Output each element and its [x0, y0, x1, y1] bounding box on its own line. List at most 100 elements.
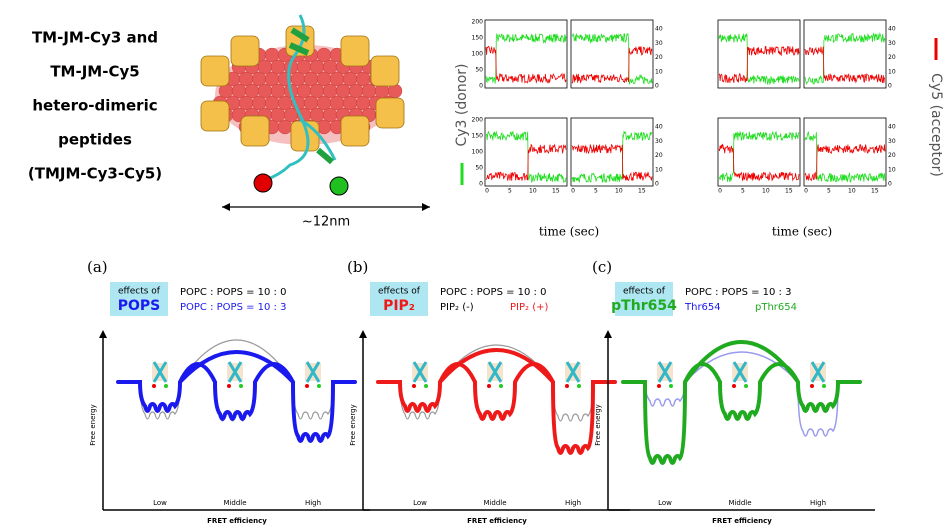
trace	[718, 33, 800, 86]
y2-tick-label: 20	[888, 152, 896, 159]
helix	[240, 115, 270, 147]
trace	[718, 130, 800, 183]
helix	[200, 55, 230, 87]
trace	[571, 130, 653, 184]
state-label: Low	[413, 499, 427, 507]
cy5-dot	[253, 173, 273, 193]
y-tick-label: 100	[472, 51, 484, 58]
dye	[744, 384, 748, 388]
x-tick-label: 10	[615, 188, 623, 195]
y-tick-label: 50	[475, 67, 483, 74]
trace-frame	[803, 117, 887, 187]
x-axis-label: time (sec)	[539, 225, 599, 239]
trace	[571, 45, 653, 84]
y-tick-label: 100	[472, 149, 484, 156]
construct-label: TM-JM-Cy3 and TM-JM-Cy5 hetero-dimeric pept…	[28, 29, 162, 183]
trace	[804, 131, 886, 183]
state-label: High	[810, 499, 826, 507]
dye	[317, 384, 321, 388]
helix	[370, 55, 400, 87]
y2-tick-label: 10	[655, 68, 663, 75]
y2-tick-label: 30	[655, 40, 663, 47]
legend-entry: POPC : POPS = 10 : 0	[180, 287, 286, 298]
x-axis-label: FRET efficiency	[207, 517, 267, 525]
effect-prefix: effects of	[623, 287, 666, 297]
membrane-illustration	[200, 14, 405, 196]
helix	[200, 100, 230, 132]
protein-helix	[487, 361, 503, 383]
y2-tick-label: 40	[888, 124, 896, 131]
dye	[152, 384, 156, 388]
y2-tick-label: 0	[888, 83, 892, 90]
y2-tick-label: 0	[655, 181, 659, 188]
peptide	[264, 14, 337, 182]
x-tick-label: 15	[785, 188, 793, 195]
y2-tick-label: 10	[888, 166, 896, 173]
effect-name: POPS	[118, 298, 161, 314]
trace	[571, 32, 653, 86]
construct-line: (TMJM-Cy3-Cy5)	[28, 165, 162, 183]
dye	[239, 384, 243, 388]
x-tick-label: 0	[485, 188, 489, 195]
trace-frame	[484, 19, 568, 89]
protein-helix	[152, 361, 168, 383]
y-axis-label: Free energy	[349, 404, 357, 445]
legend-entry: POPC : POPS = 10 : 3	[685, 287, 791, 298]
trace	[485, 143, 567, 181]
y2-tick-label: 20	[888, 54, 896, 61]
x-tick-label: 5	[508, 188, 512, 195]
trace	[804, 46, 886, 84]
construct-line: TM-JM-Cy5	[50, 63, 139, 81]
y2-tick-label: 30	[888, 138, 896, 145]
effect-name: PIP₂	[383, 298, 415, 314]
helix	[230, 35, 260, 67]
x-tick-label: 0	[718, 188, 722, 195]
x-tick-label: 15	[871, 188, 879, 195]
state-label: Middle	[483, 499, 506, 507]
x-tick-label: 0	[571, 188, 575, 195]
trace	[718, 45, 800, 83]
panel-letter: (b)	[347, 258, 368, 276]
legend-entry: PIP₂ (-)	[440, 302, 474, 313]
state-label: Middle	[223, 499, 246, 507]
protein-helix	[305, 361, 321, 383]
y-arrow	[604, 330, 612, 338]
state-label: Low	[658, 499, 672, 507]
lipid	[277, 119, 293, 135]
energy-landscape	[621, 340, 862, 465]
dye	[305, 384, 309, 388]
dye	[577, 384, 581, 388]
state-label: High	[565, 499, 581, 507]
state-label: Middle	[728, 499, 751, 507]
dye	[499, 384, 503, 388]
legend-entry: POPC : POPS = 10 : 0	[440, 287, 546, 298]
trace	[571, 143, 653, 182]
y2-tick-label: 40	[888, 26, 896, 33]
dye	[669, 384, 673, 388]
state-label: High	[305, 499, 321, 507]
y-arrow	[359, 330, 367, 338]
effect-box	[110, 282, 168, 316]
panel-letter: (c)	[592, 258, 612, 276]
dye	[810, 384, 814, 388]
y2-tick-label: 10	[655, 166, 663, 173]
trace	[804, 144, 886, 182]
y-tick-label: 150	[472, 133, 484, 140]
x-tick-label: 10	[529, 188, 537, 195]
energy-landscape	[116, 350, 357, 443]
protein-helix	[732, 361, 748, 383]
protein-helix	[657, 361, 673, 383]
construct-line: TM-JM-Cy3 and	[32, 29, 158, 47]
protein-helix	[412, 361, 428, 383]
legend-entry: pThr654	[755, 302, 797, 313]
y-arrow	[99, 330, 107, 338]
dye	[487, 384, 491, 388]
construct-line: peptides	[58, 131, 132, 149]
y2-tick-label: 20	[655, 152, 663, 159]
effect-prefix: effects of	[118, 287, 161, 297]
dye	[424, 384, 428, 388]
protein-helix	[565, 361, 581, 383]
dye	[164, 384, 168, 388]
y2-tick-label: 30	[655, 138, 663, 145]
trace	[804, 32, 886, 85]
